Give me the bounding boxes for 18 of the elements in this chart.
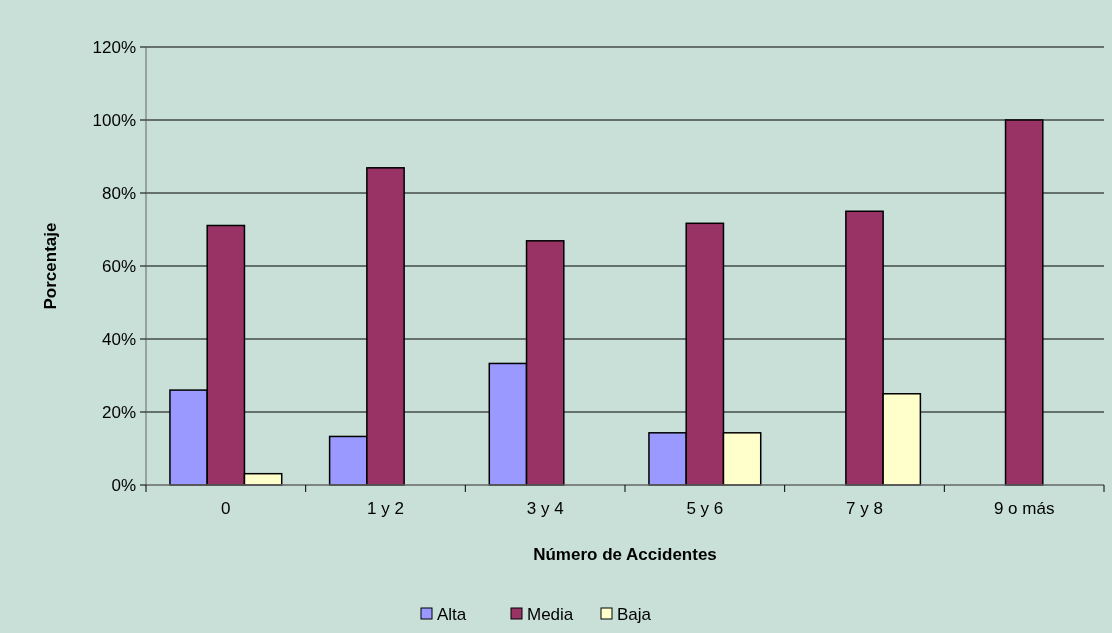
x-axis-title: Número de Accidentes <box>533 545 717 564</box>
x-tick-label: 3 y 4 <box>526 499 564 518</box>
legend-label: Media <box>527 604 574 624</box>
x-tick-label: 1 y 2 <box>367 499 404 518</box>
legend-label: Alta <box>437 604 467 624</box>
y-tick-label: 120% <box>92 37 136 57</box>
y-tick-label: 20% <box>101 402 136 422</box>
y-tick-label: 60% <box>101 256 136 276</box>
y-tick-label: 40% <box>101 329 136 349</box>
y-tick-label: 0% <box>111 475 136 495</box>
y-tick-label: 100% <box>92 110 136 130</box>
y-axis-title: Porcentaje <box>41 222 60 310</box>
x-tick-label: 7 y 8 <box>846 499 883 518</box>
x-tick-label: 9 o más <box>993 499 1055 518</box>
y-tick-label: 80% <box>101 183 136 203</box>
legend-label: Baja <box>617 604 652 624</box>
x-tick-label: 5 y 6 <box>686 499 724 518</box>
x-tick-label: 0 <box>221 499 231 518</box>
